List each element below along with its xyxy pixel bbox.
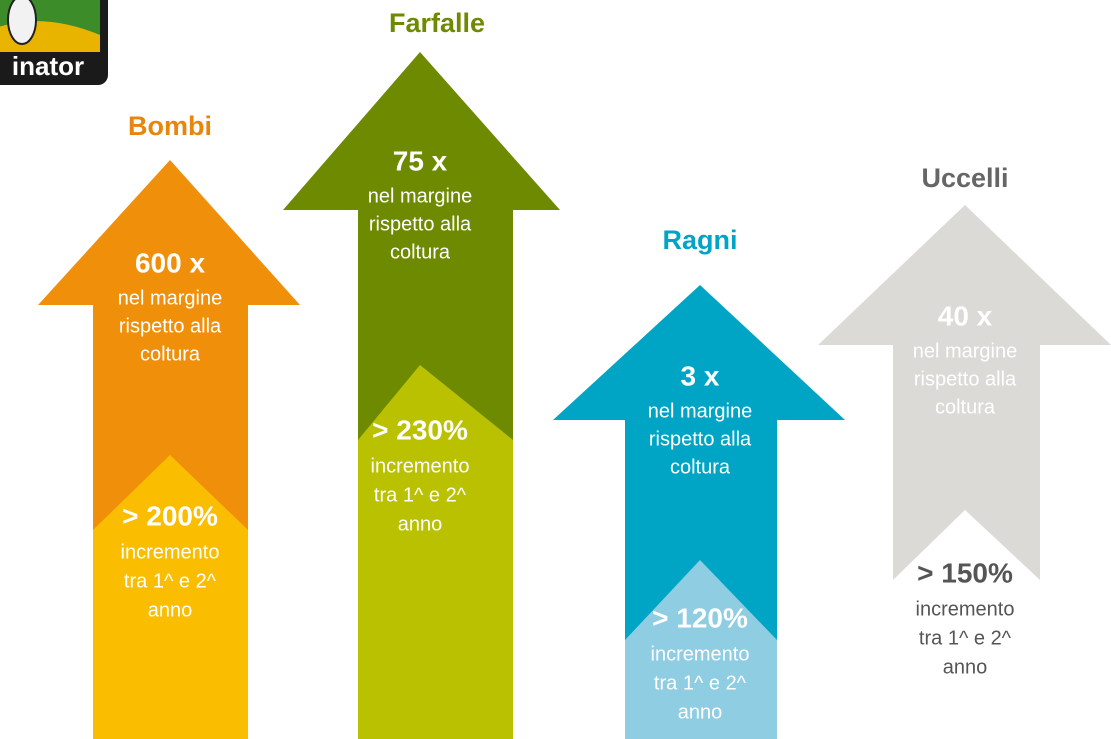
inner-arrow xyxy=(625,560,777,739)
arrow xyxy=(553,285,845,739)
margin-text: coltura xyxy=(670,456,731,478)
margin-text: coltura xyxy=(935,396,996,418)
increase-value: > 200% xyxy=(122,500,218,531)
increase-text: tra 1^ e 2^ xyxy=(124,570,217,592)
increase-text: anno xyxy=(678,701,723,723)
margin-text: nel margine xyxy=(368,185,473,207)
increase-text: incremento xyxy=(916,598,1015,620)
increase-text: anno xyxy=(148,599,193,621)
increase-text: tra 1^ e 2^ xyxy=(374,484,467,506)
increase-text: tra 1^ e 2^ xyxy=(919,627,1012,649)
panel-title: Farfalle xyxy=(389,8,485,38)
logo-wing xyxy=(7,0,37,45)
increase-text: incremento xyxy=(651,643,750,665)
increase-text: anno xyxy=(398,513,443,535)
margin-value: 75 x xyxy=(393,145,448,176)
panel-title: Ragni xyxy=(662,225,737,255)
logo-text: inator xyxy=(12,51,84,81)
increase-text: incremento xyxy=(121,541,220,563)
inner-arrow xyxy=(93,455,248,739)
increase-text: tra 1^ e 2^ xyxy=(654,672,747,694)
margin-text: nel margine xyxy=(648,400,753,422)
panel-title: Bombi xyxy=(128,111,212,141)
increase-text: incremento xyxy=(371,455,470,477)
margin-text: rispetto alla xyxy=(119,315,222,337)
margin-value: 600 x xyxy=(135,247,205,278)
margin-text: nel margine xyxy=(913,340,1018,362)
margin-value: 3 x xyxy=(681,360,720,391)
margin-text: coltura xyxy=(390,241,451,263)
increase-value: > 120% xyxy=(652,602,748,633)
margin-text: rispetto alla xyxy=(914,368,1017,390)
margin-value: 40 x xyxy=(938,300,993,331)
increase-value: > 230% xyxy=(372,414,468,445)
panel-title: Uccelli xyxy=(921,163,1008,193)
margin-text: nel margine xyxy=(118,287,223,309)
inner-arrow xyxy=(358,365,513,739)
increase-text: anno xyxy=(943,656,988,678)
logo: inator xyxy=(0,0,108,85)
margin-text: coltura xyxy=(140,343,201,365)
margin-text: rispetto alla xyxy=(649,428,752,450)
margin-text: rispetto alla xyxy=(369,213,472,235)
increase-value: > 150% xyxy=(917,557,1013,588)
inner-arrow xyxy=(893,510,1040,739)
